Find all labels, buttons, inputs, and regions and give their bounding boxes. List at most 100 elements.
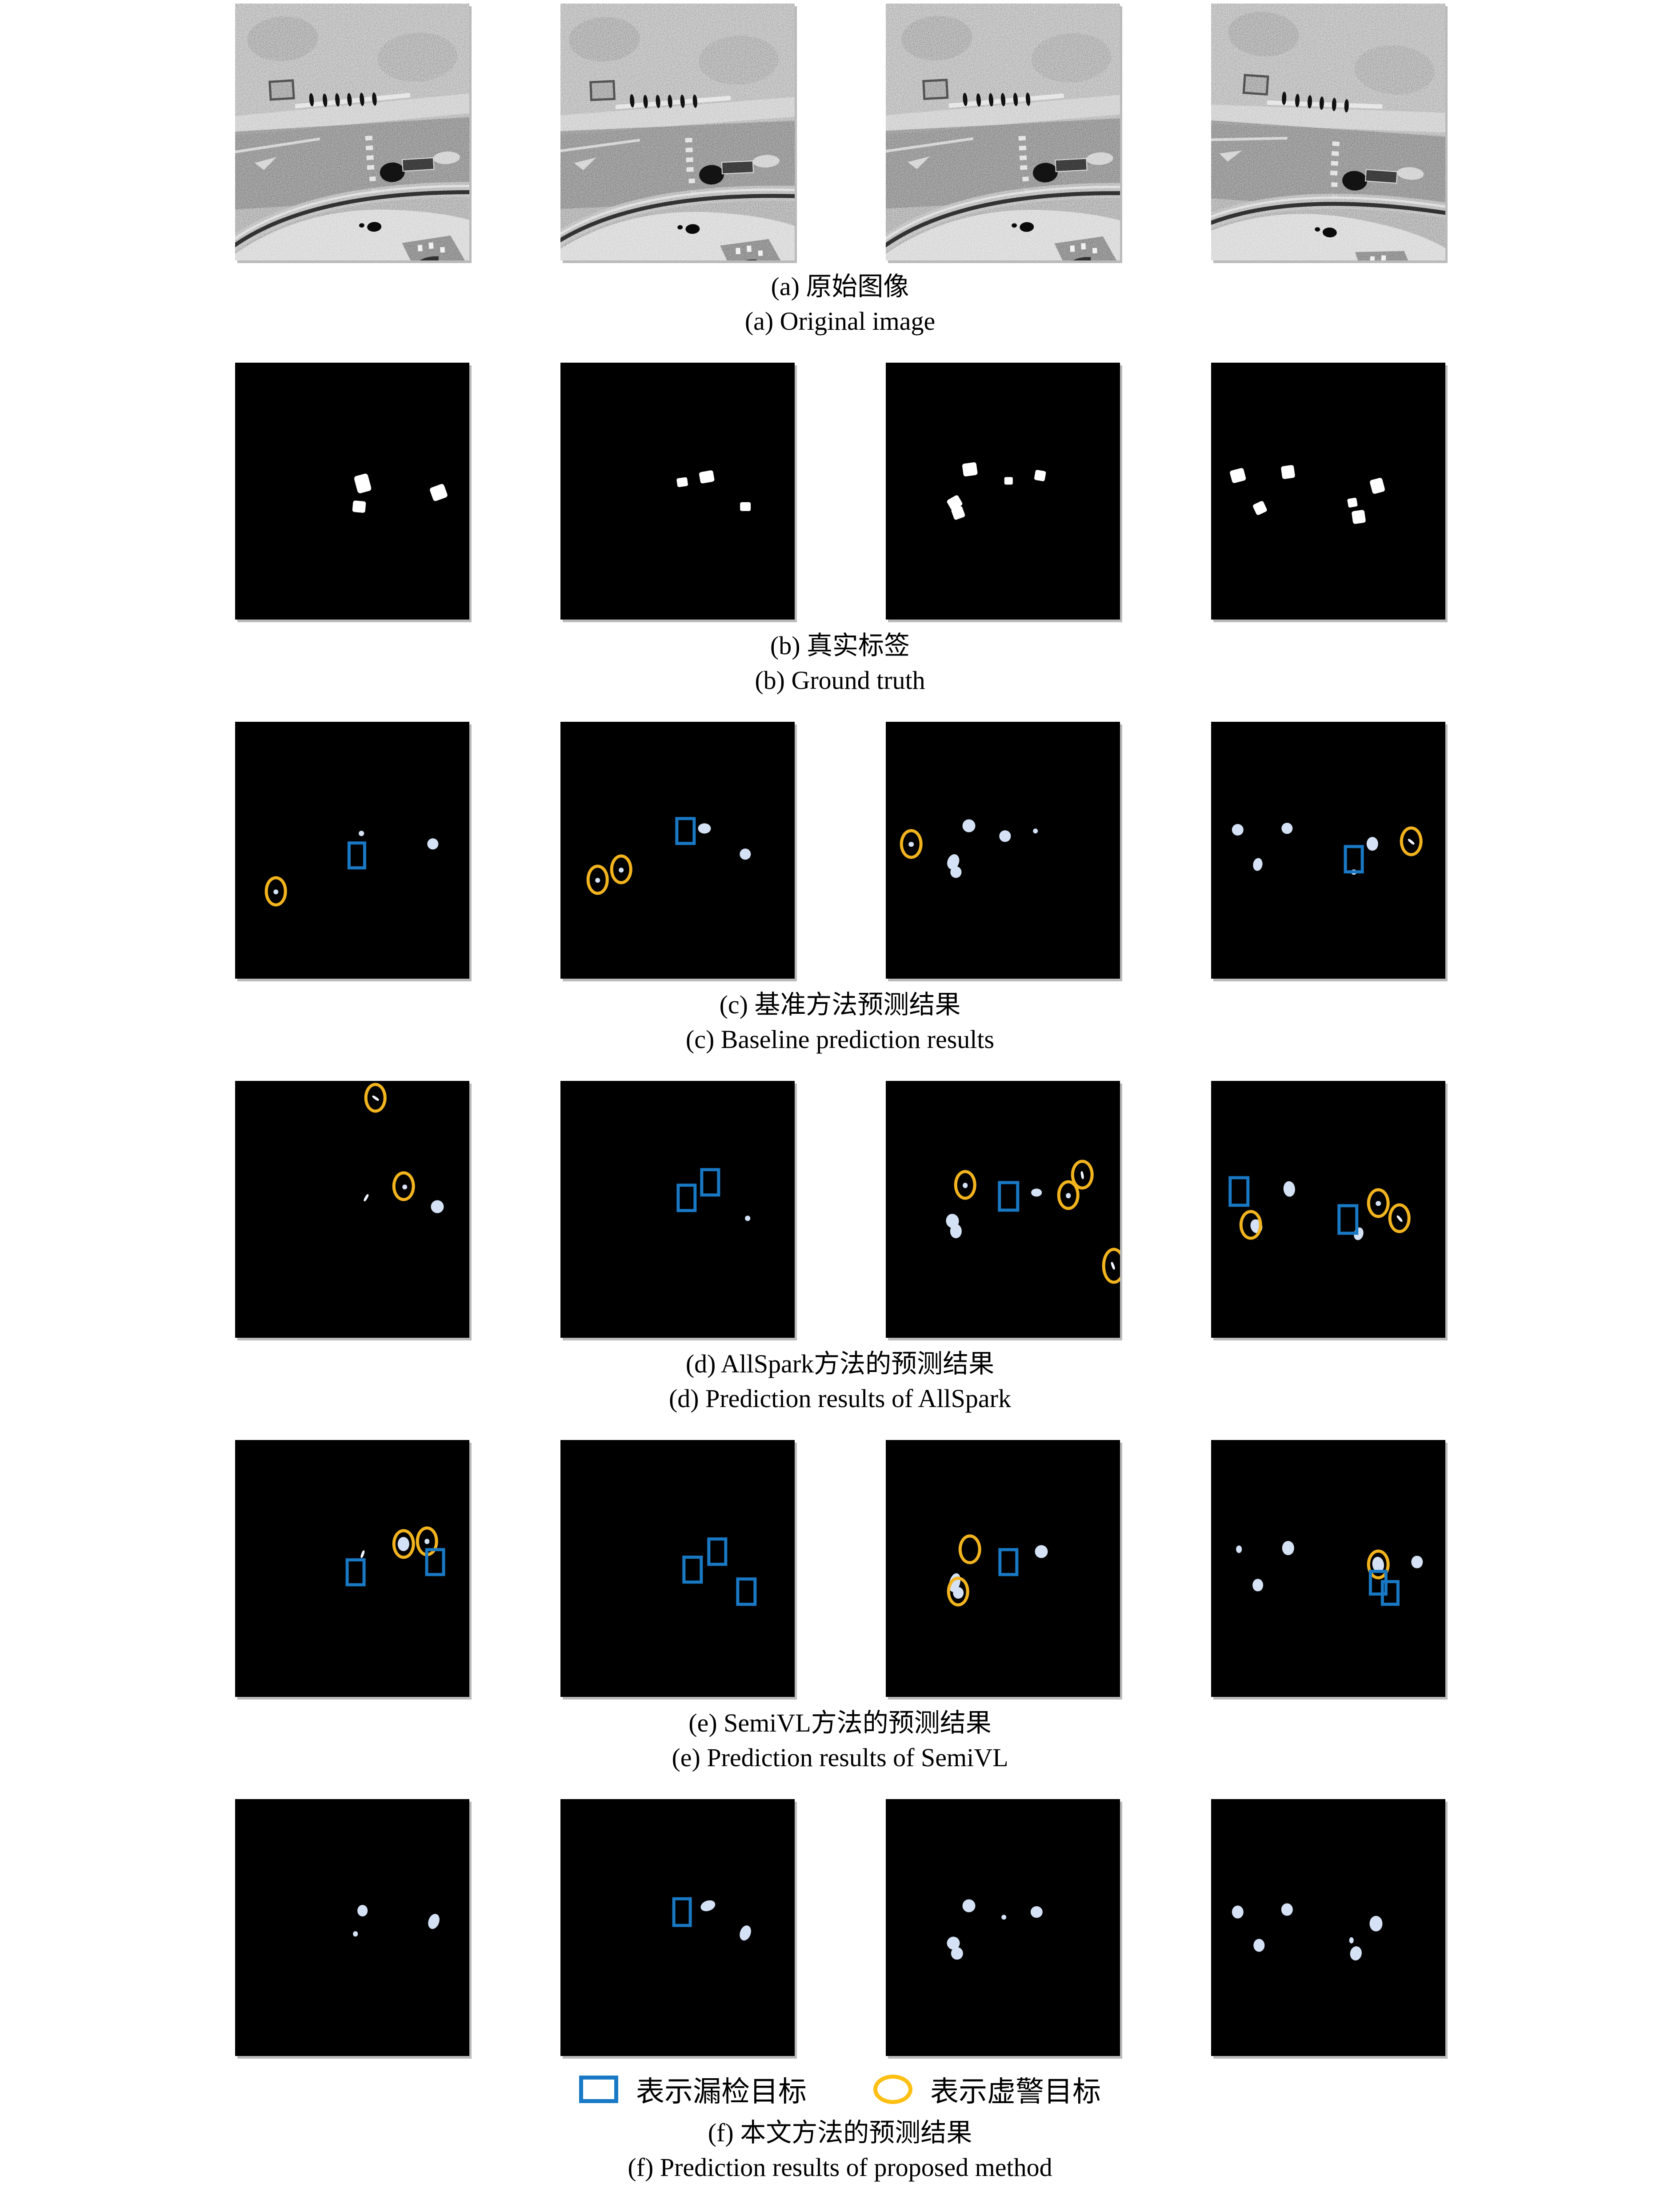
panel-d-3 <box>885 1081 1120 1338</box>
predicted-target-blob <box>1252 1579 1263 1592</box>
false-alarm-ellipse <box>1239 1210 1262 1240</box>
predicted-target-dot <box>745 1216 750 1221</box>
caption-d-zh: (d) AllSpark方法的预测结果 <box>685 1349 995 1378</box>
predicted-target-blob <box>431 1200 444 1213</box>
caption-b-zh: (b) 真实标签 <box>770 631 910 660</box>
predicted-target-streak <box>360 1550 365 1559</box>
panel-f-2 <box>560 1799 795 2056</box>
caption-e-en: (e) Prediction results of SemiVL <box>672 1743 1008 1772</box>
caption-a-en: (a) Original image <box>744 307 936 336</box>
false-alarm-swatch-icon <box>873 2075 912 2104</box>
predicted-target-blob <box>999 830 1011 842</box>
panel-f-3 <box>885 1799 1120 2056</box>
missed-detection-box <box>425 1548 445 1576</box>
false-alarm-ellipse <box>1367 1188 1390 1218</box>
predicted-target-blob <box>357 1905 368 1917</box>
missed-detection-box <box>672 1897 692 1927</box>
predicted-target-blob <box>962 819 976 832</box>
predicted-target-blob <box>1411 1556 1423 1568</box>
false-alarm-ellipse <box>392 1529 415 1559</box>
ground-truth-target <box>1281 464 1296 479</box>
panel-e-3 <box>885 1440 1120 1697</box>
predicted-target-blob <box>950 866 962 878</box>
predicted-target-blob <box>1232 1905 1244 1919</box>
caption-d-en: (d) Prediction results of AllSpark <box>668 1384 1011 1413</box>
ground-truth-target <box>1004 477 1013 485</box>
missed-detection-box <box>998 1181 1019 1212</box>
false-alarm-ellipse <box>1400 826 1423 856</box>
panel-e-4 <box>1211 1440 1445 1697</box>
predicted-target-dot <box>1349 1937 1354 1944</box>
panel-b-4 <box>1211 363 1445 620</box>
predicted-target-blob <box>699 1898 717 1913</box>
panel-d-1 <box>235 1081 469 1338</box>
predicted-target-streak <box>363 1193 369 1202</box>
false-alarm-ellipse <box>900 829 923 859</box>
caption-c-en: (c) Baseline prediction results <box>685 1025 995 1054</box>
predicted-target-blob <box>1369 1916 1383 1932</box>
false-alarm-ellipse <box>1102 1248 1120 1284</box>
panel-b-2 <box>560 363 795 620</box>
predicted-target-blob <box>1031 1188 1042 1197</box>
missed-detection-box <box>998 1548 1019 1576</box>
panel-c-3 <box>885 722 1120 979</box>
ground-truth-target <box>1252 500 1268 516</box>
row-proposed-predictions <box>0 1799 1680 2056</box>
panel-a-3 <box>885 4 1120 260</box>
missed-detection-box <box>347 841 366 870</box>
ground-truth-target <box>352 500 366 513</box>
caption-e-zh: (e) SemiVL方法的预测结果 <box>688 1708 992 1737</box>
missed-detection-box <box>682 1556 703 1584</box>
predicted-target-blob <box>1031 1906 1043 1918</box>
caption-baseline: (c) 基准方法预测结果 (c) Baseline prediction res… <box>0 988 1680 1057</box>
panel-c-2 <box>560 722 795 979</box>
caption-allspark: (d) AllSpark方法的预测结果 (d) Prediction resul… <box>0 1347 1680 1416</box>
false-alarm-ellipse <box>264 876 288 906</box>
predicted-target-dot <box>1236 1545 1242 1553</box>
panel-c-1 <box>235 722 469 979</box>
false-alarm-ellipse <box>1388 1203 1411 1233</box>
missed-detection-box <box>345 1558 366 1587</box>
caption-c-zh: (c) 基准方法预测结果 <box>719 990 961 1019</box>
predicted-target-dot <box>1001 1915 1007 1920</box>
predicted-target-dot <box>1032 828 1038 834</box>
panel-d-2 <box>560 1081 795 1338</box>
missed-detection-box <box>676 1184 697 1212</box>
false-alarm-ellipse <box>610 854 632 884</box>
predicted-target-blob <box>1281 823 1293 834</box>
ground-truth-target <box>1034 469 1046 482</box>
panel-a-4 <box>1211 4 1445 260</box>
caption-f-en: (f) Prediction results of proposed metho… <box>628 2153 1052 2182</box>
predicted-target-dot <box>353 1931 358 1937</box>
panel-c-4 <box>1211 722 1445 979</box>
false-alarm-ellipse <box>954 1170 976 1200</box>
panel-a-1 <box>235 4 469 260</box>
predicted-target-blob <box>1252 857 1264 872</box>
caption-semivl: (e) SemiVL方法的预测结果 (e) Prediction results… <box>0 1706 1680 1775</box>
row-allspark-predictions <box>0 1081 1680 1338</box>
missed-detection-box <box>707 1537 728 1566</box>
panel-a-2 <box>560 4 795 260</box>
ground-truth-target <box>353 473 372 494</box>
false-alarm-ellipse <box>958 1534 981 1564</box>
predicted-target-blob <box>737 1924 753 1942</box>
predicted-target-dot <box>359 831 364 836</box>
predicted-target-blob <box>1232 824 1244 836</box>
caption-original-image: (a) 原始图像 (a) Original image <box>0 269 1680 339</box>
missed-detection-box <box>1228 1176 1250 1207</box>
legend-false-alarm-label: 表示虚警目标 <box>930 2076 1101 2108</box>
missed-detection-box <box>700 1168 720 1197</box>
legend: 表示漏检目标 表示虚警目标 <box>0 2069 1680 2109</box>
ground-truth-target <box>962 462 978 477</box>
ground-truth-target <box>676 477 688 488</box>
panel-b-3 <box>885 363 1120 620</box>
caption-proposed: (f) 本文方法的预测结果 (f) Prediction results of … <box>0 2116 1680 2185</box>
row-ground-truth <box>0 363 1680 620</box>
sar-image <box>885 4 1120 260</box>
predicted-target-blob <box>1366 836 1379 851</box>
panel-e-2 <box>560 1440 795 1697</box>
panel-f-4 <box>1211 1799 1445 2056</box>
panel-f-1 <box>235 1799 469 2056</box>
predicted-target-blob <box>426 1912 442 1930</box>
